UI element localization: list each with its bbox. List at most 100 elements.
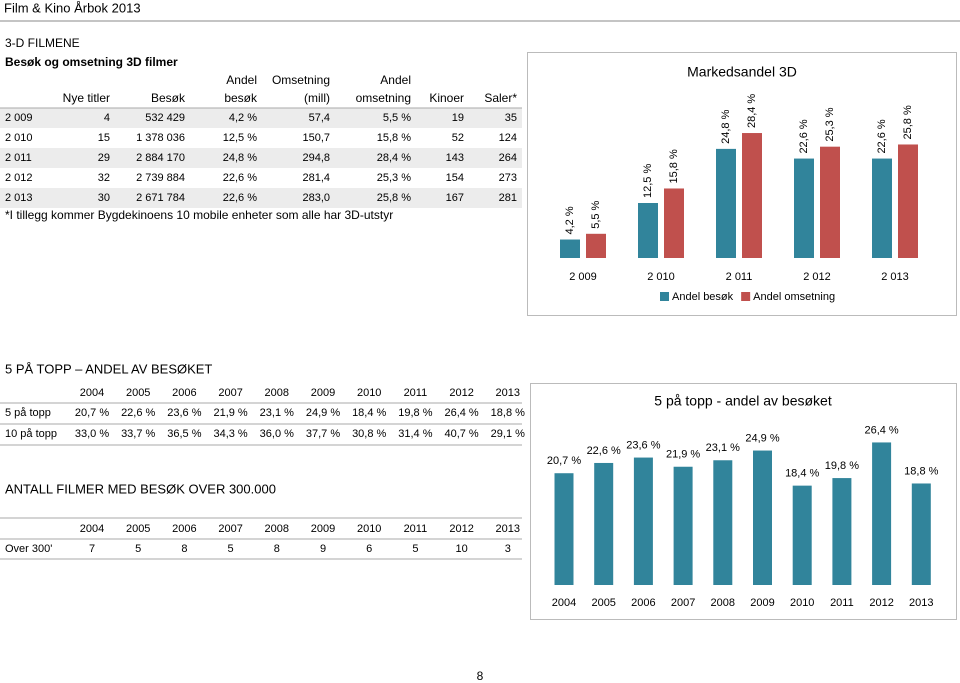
x-tick-label: 2005: [591, 597, 615, 609]
table-cell: 36,5 %: [167, 428, 201, 440]
table-cell: 273: [499, 172, 517, 184]
table-cell: 8: [181, 543, 187, 555]
table-cell: 37,7 %: [306, 428, 340, 440]
table-cell: 2 739 884: [136, 172, 185, 184]
table-cell: 5: [412, 543, 418, 555]
column-header: 2013: [496, 387, 520, 399]
x-tick-label: 2007: [671, 597, 695, 609]
table-cell: 167: [446, 192, 464, 204]
column-header: 2008: [265, 523, 289, 535]
column-header: 2007: [218, 387, 242, 399]
column-header: besøk: [224, 91, 258, 105]
column-header: Andel: [226, 73, 257, 87]
table-cell: 33,7 %: [121, 428, 155, 440]
table-cell: 29,1 %: [491, 428, 525, 440]
column-header: Besøk: [151, 91, 186, 105]
column-header: omsetning: [356, 91, 411, 105]
column-header: 2004: [80, 387, 104, 399]
column-header: 2011: [404, 523, 428, 535]
table-cell: 23,1 %: [260, 407, 294, 419]
column-header: (mill): [304, 91, 330, 105]
bar: [560, 239, 580, 258]
table-cell: 24,9 %: [306, 407, 340, 419]
data-label: 4,2 %: [564, 206, 576, 234]
table-cell: 52: [452, 132, 464, 144]
header-title: Film & Kino Årbok 2013: [4, 0, 141, 15]
column-header: Kinoer: [429, 91, 464, 105]
legend-label: Andel omsetning: [753, 291, 835, 303]
legend-swatch: [660, 292, 669, 301]
column-header: 2013: [496, 523, 520, 535]
table-cell: 22,6 %: [223, 192, 257, 204]
table-cell: 57,4: [309, 112, 330, 124]
data-label: 28,4 %: [746, 94, 758, 128]
table-cell: 4: [104, 112, 110, 124]
bar: [872, 442, 892, 585]
table-cell: 40,7 %: [444, 428, 478, 440]
table-cell: 18,4 %: [352, 407, 386, 419]
table-cell: 1 378 036: [136, 132, 185, 144]
table-cell: 283,0: [302, 192, 330, 204]
bar: [664, 188, 684, 258]
column-header: 2005: [126, 387, 150, 399]
column-header: 2006: [172, 523, 196, 535]
data-label: 25,3 %: [824, 107, 836, 141]
row-label: 2 011: [5, 152, 32, 164]
column-header: 2010: [357, 387, 381, 399]
section-subheading: Besøk og omsetning 3D filmer: [5, 55, 178, 69]
table-cell: 22,6 %: [121, 407, 155, 419]
data-label: 18,4 %: [785, 468, 819, 480]
table-cell: 29: [98, 152, 110, 164]
table-cell: 25,3 %: [377, 172, 411, 184]
table-cell: 15,8 %: [377, 132, 411, 144]
table-cell: 12,5 %: [223, 132, 257, 144]
bar: [716, 148, 736, 258]
table-cell: 4,2 %: [229, 112, 257, 124]
table-cell: 2 671 784: [136, 192, 185, 204]
bar: [742, 133, 762, 258]
table-cell: 5: [228, 543, 234, 555]
x-tick-label: 2006: [631, 597, 655, 609]
table-cell: 10: [455, 543, 467, 555]
table-cell: 32: [98, 172, 110, 184]
column-header: 2009: [311, 387, 335, 399]
bar: [586, 233, 606, 258]
table-cell: 25,8 %: [377, 192, 411, 204]
x-tick-label: 2008: [711, 597, 735, 609]
x-tick-label: 2010: [790, 597, 814, 609]
data-label: 24,8 %: [720, 109, 732, 143]
data-label: 22,6 %: [876, 119, 888, 153]
table-cell: 143: [446, 152, 464, 164]
x-tick-label: 2 009: [569, 271, 597, 283]
row-label: 10 på topp: [5, 428, 57, 440]
data-label: 24,9 %: [745, 432, 779, 444]
data-label: 19,8 %: [825, 460, 859, 472]
row-label: Over 300': [5, 543, 52, 555]
table-cell: 26,4 %: [444, 407, 478, 419]
table-cell: 2 884 170: [136, 152, 185, 164]
table-cell: 19,8 %: [398, 407, 432, 419]
bar: [638, 203, 658, 258]
table-cell: 18,8 %: [491, 407, 525, 419]
section-heading: 5 PÅ TOPP – ANDEL AV BESØKET: [5, 361, 212, 376]
table-cell: 15: [98, 132, 110, 144]
bar: [794, 158, 814, 258]
table-cell: 21,9 %: [213, 407, 247, 419]
bar: [713, 460, 733, 585]
table-cell: 8: [274, 543, 280, 555]
table-cell: 19: [452, 112, 464, 124]
data-label: 12,5 %: [642, 164, 654, 198]
data-label: 18,8 %: [904, 465, 938, 477]
legend-swatch: [741, 292, 751, 301]
column-header: 2012: [449, 387, 473, 399]
chart-title: 5 på topp - andel av besøket: [654, 393, 832, 409]
table-cell: 150,7: [302, 132, 330, 144]
table-cell: 5: [135, 543, 141, 555]
data-label: 20,7 %: [547, 455, 581, 467]
row-background: [0, 188, 522, 208]
chart-title: Markedsandel 3D: [687, 64, 797, 80]
x-tick-label: 2012: [869, 597, 893, 609]
table-cell: 7: [89, 543, 95, 555]
table-cell: 28,4 %: [377, 152, 411, 164]
table-cell: 281,4: [302, 172, 330, 184]
